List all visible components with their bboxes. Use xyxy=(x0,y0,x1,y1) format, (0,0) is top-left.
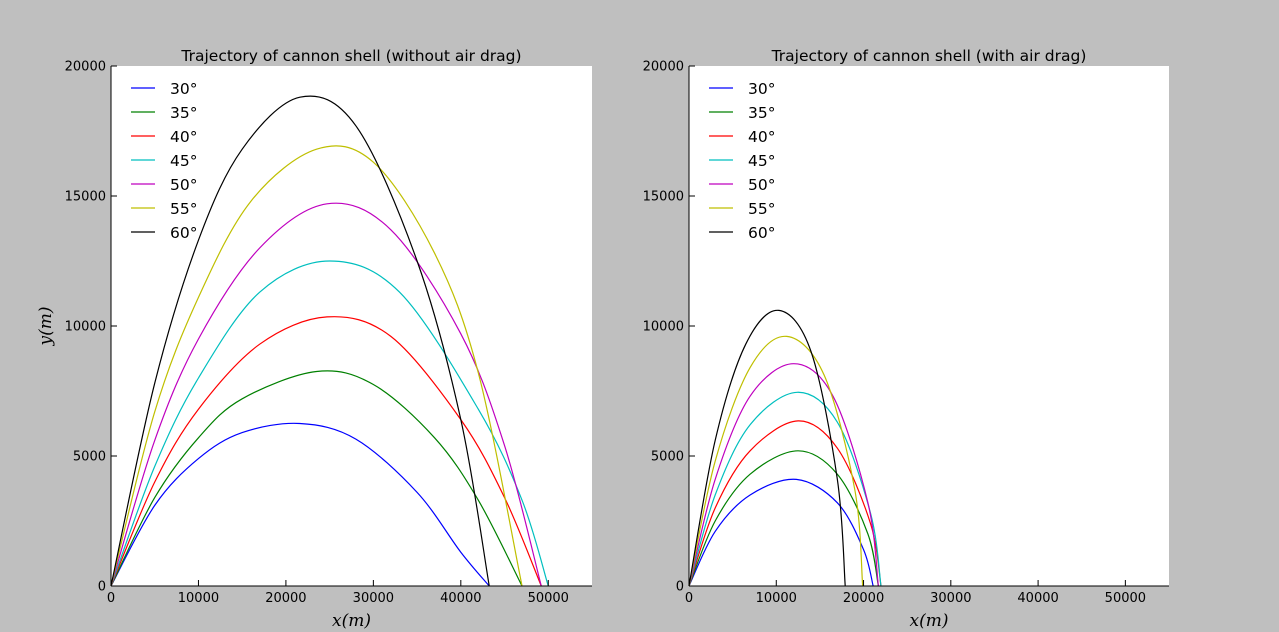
series-line-60deg xyxy=(110,95,490,587)
chart-title: Trajectory of cannon shell (without air … xyxy=(180,47,521,65)
legend: 30° 35° 40° 45° 50° 55° 60° xyxy=(709,80,775,242)
y-tick-label: 20000 xyxy=(65,60,106,75)
y-axis-label: y(m) xyxy=(36,307,56,347)
series-line-30deg xyxy=(110,422,490,587)
y-tick-label: 15000 xyxy=(65,190,106,205)
series-line-35deg xyxy=(110,370,523,587)
legend-label: 45° xyxy=(170,152,197,170)
legend-label: 40° xyxy=(748,128,775,146)
x-tick-label: 30000 xyxy=(930,591,971,606)
series-layer xyxy=(110,95,549,587)
y-tick-label: 5000 xyxy=(73,450,106,465)
y-tick-label: 5000 xyxy=(651,450,684,465)
legend-label: 30° xyxy=(748,80,775,98)
axes-layer: 0 10000 20000 30000 40000 50000 0 5000 10000 1500… xyxy=(65,60,592,606)
series-line-50deg xyxy=(110,202,542,587)
y-tick-label: 15000 xyxy=(643,190,684,205)
x-tick-label: 10000 xyxy=(756,591,797,606)
x-tick-label: 0 xyxy=(685,591,693,606)
y-tick-label: 0 xyxy=(98,580,106,595)
series-layer xyxy=(688,309,882,587)
legend-label: 30° xyxy=(170,80,197,98)
legend: 30° 35° 40° 45° 50° 55° 60° xyxy=(131,80,197,242)
y-tick-label: 20000 xyxy=(643,60,684,75)
x-tick-label: 50000 xyxy=(1105,591,1146,606)
chart-panel-with-drag: 0 10000 20000 30000 40000 50000 0 5000 10000 1500… xyxy=(643,47,1169,631)
y-tick-label: 10000 xyxy=(65,320,106,335)
legend-label: 35° xyxy=(748,104,775,122)
series-line-45deg xyxy=(110,260,549,587)
series-line-40deg xyxy=(688,420,882,587)
series-line-50deg xyxy=(688,363,879,587)
series-line-55deg xyxy=(110,145,523,587)
chart-title: Trajectory of cannon shell (with air dra… xyxy=(771,47,1087,65)
x-tick-label: 40000 xyxy=(1017,591,1058,606)
x-tick-label: 0 xyxy=(107,591,115,606)
legend-label: 35° xyxy=(170,104,197,122)
x-tick-label: 40000 xyxy=(440,591,481,606)
legend-label: 50° xyxy=(170,176,197,194)
x-axis-label: x(m) xyxy=(910,611,949,631)
chart-panel-without-drag: 0 10000 20000 30000 40000 50000 0 5000 10000 1500… xyxy=(36,47,592,631)
legend-label: 60° xyxy=(170,224,197,242)
legend-label: 40° xyxy=(170,128,197,146)
series-line-55deg xyxy=(688,335,864,587)
legend-label: 60° xyxy=(748,224,775,242)
x-tick-label: 10000 xyxy=(178,591,219,606)
plot-area xyxy=(689,66,1169,586)
x-tick-label: 20000 xyxy=(265,591,306,606)
legend-label: 50° xyxy=(748,176,775,194)
series-line-60deg xyxy=(688,309,846,587)
series-line-40deg xyxy=(110,316,542,587)
axes-layer: 0 10000 20000 30000 40000 50000 0 5000 10000 1500… xyxy=(643,60,1169,606)
x-axis-label: x(m) xyxy=(332,611,371,631)
x-tick-label: 50000 xyxy=(528,591,569,606)
x-tick-label: 20000 xyxy=(843,591,884,606)
legend-label: 55° xyxy=(748,200,775,218)
legend-label: 45° xyxy=(748,152,775,170)
x-tick-label: 30000 xyxy=(353,591,394,606)
y-tick-label: 0 xyxy=(676,580,684,595)
plot-area xyxy=(111,66,592,586)
legend-label: 55° xyxy=(170,200,197,218)
series-line-35deg xyxy=(688,450,879,587)
series-line-30deg xyxy=(688,478,874,587)
y-tick-label: 10000 xyxy=(643,320,684,335)
